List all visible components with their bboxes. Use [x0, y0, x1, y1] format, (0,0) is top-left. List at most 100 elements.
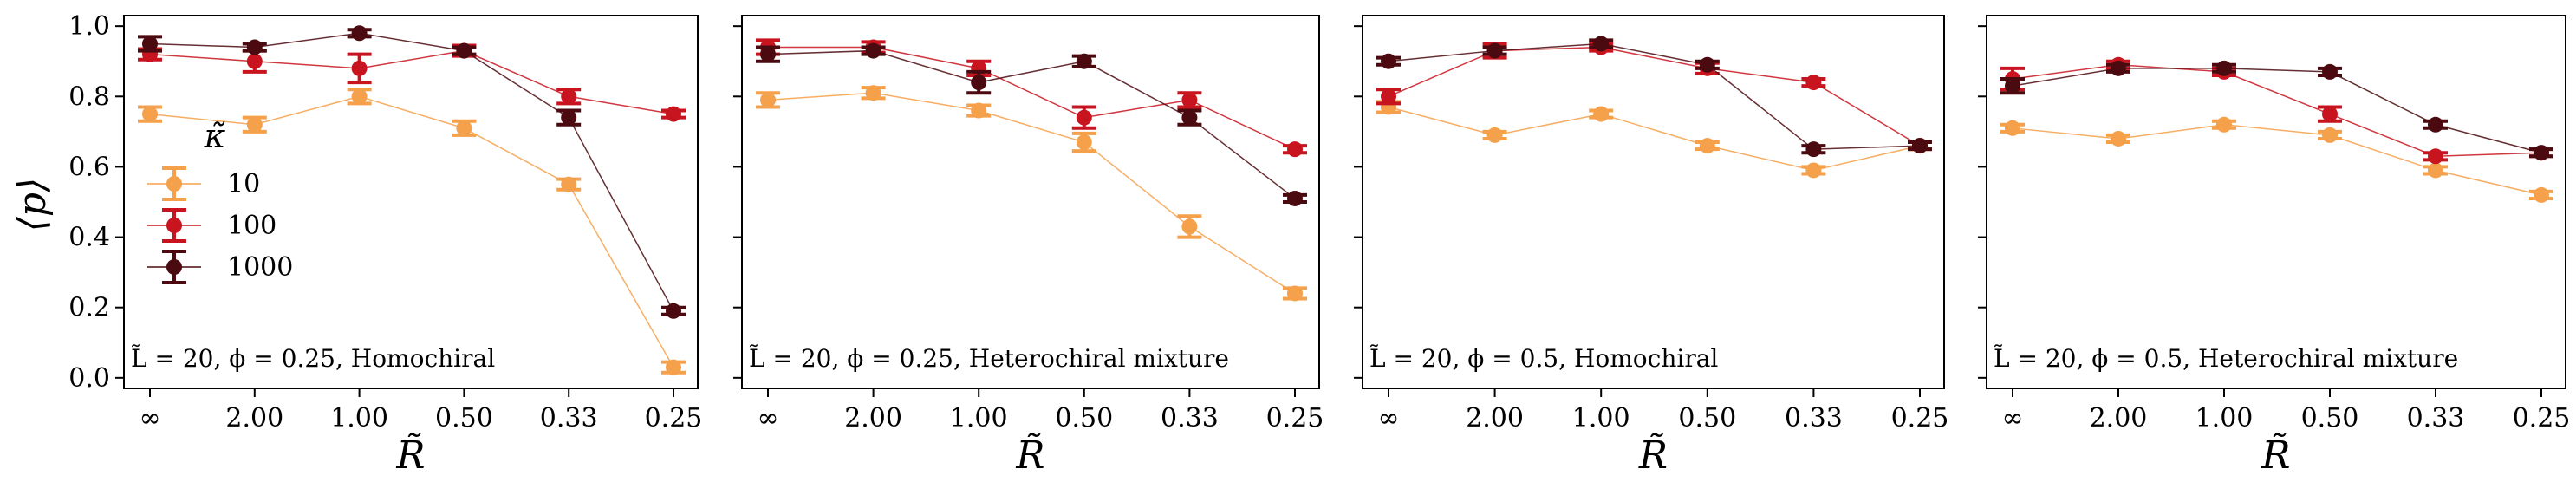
- plot-frame: [1986, 15, 2566, 389]
- series-10: [1376, 99, 1932, 179]
- data-point: [1076, 53, 1092, 69]
- data-point: [2534, 145, 2549, 161]
- series-line: [2012, 123, 2542, 196]
- legend-entry-10: 10: [147, 166, 260, 201]
- x-tick-label: ∞: [758, 403, 779, 433]
- data-point: [456, 42, 472, 59]
- y-tick-label: 0.0: [68, 363, 110, 394]
- x-tick-label: 2.00: [2090, 403, 2148, 433]
- panel-label: L̃ = 20, ϕ = 0.5, Heterochiral mixture: [1994, 344, 2458, 373]
- legend-marker: [166, 218, 182, 233]
- x-tick-label: 0.50: [435, 403, 493, 433]
- data-point: [971, 75, 987, 91]
- x-tick-label: 0.25: [1891, 403, 1949, 433]
- x-tick-label: 0.33: [1161, 403, 1219, 433]
- data-point: [2111, 60, 2126, 76]
- data-point: [2322, 106, 2338, 122]
- data-point: [1593, 106, 1610, 122]
- legend-entry-1000: 1000: [147, 250, 293, 284]
- data-point: [1805, 75, 1822, 91]
- y-tick-label: 1.0: [68, 11, 110, 42]
- data-point: [2428, 162, 2443, 179]
- series-line: [1388, 46, 1921, 147]
- series-100: [138, 42, 686, 122]
- data-point: [1593, 36, 1610, 52]
- legend-label: 100: [227, 211, 276, 241]
- x-axis-label: R̃: [1638, 432, 1668, 478]
- data-point: [666, 359, 681, 375]
- x-tick-label: ∞: [140, 403, 161, 433]
- series-line: [768, 46, 1296, 150]
- data-point: [2428, 116, 2443, 133]
- panel-3: ∞ 2.00 1.00 0.50 0.33 0.25 R̃ L̃ = 20, ϕ = 0.5,…: [1354, 15, 1949, 478]
- data-point: [666, 106, 681, 122]
- data-point: [246, 39, 263, 55]
- data-point: [351, 88, 368, 105]
- panel-label: L̃ = 20, ϕ = 0.25, Homochiral: [131, 344, 495, 373]
- data-point: [351, 60, 368, 76]
- data-point: [2534, 186, 2549, 203]
- x-tick-label: ∞: [1378, 403, 1400, 433]
- x-axis-label: R̃: [2261, 432, 2290, 478]
- data-point: [1805, 141, 1822, 158]
- plot-frame: [741, 15, 1320, 389]
- series-100: [2000, 56, 2553, 165]
- series-line: [1388, 42, 1921, 150]
- data-point: [865, 42, 881, 59]
- panel-2: ∞ 2.00 1.00 0.50 0.33 0.25 R̃ L̃ = 20, ϕ = 0.25…: [733, 15, 1324, 478]
- data-point: [142, 106, 158, 122]
- data-point: [1381, 53, 1396, 69]
- x-tick-label: 1.00: [1572, 403, 1630, 433]
- legend-marker: [166, 259, 182, 275]
- x-tick-label: 0.25: [645, 403, 703, 433]
- series-line: [767, 92, 1296, 295]
- data-point: [2322, 63, 2338, 80]
- data-point: [456, 120, 472, 136]
- data-point: [971, 102, 987, 119]
- series-1000: [1376, 36, 1932, 158]
- data-point: [760, 92, 776, 108]
- data-point: [2216, 116, 2232, 133]
- series-line: [149, 49, 674, 115]
- panel-1: 0.0 0.2 0.4 0.6 0.8 1.0 ∞ 2.00 1.00 0.50 0.33 0.25 R…: [68, 11, 702, 478]
- x-tick-label: 0.25: [2513, 403, 2571, 433]
- plot-frame: [123, 15, 699, 389]
- y-tick-label: 0.4: [68, 223, 110, 253]
- panel-label: L̃ = 20, ϕ = 0.5, Homochiral: [1369, 344, 1718, 373]
- series-line: [2012, 64, 2542, 158]
- x-tick-label: 1.00: [330, 403, 388, 433]
- data-point: [760, 46, 776, 62]
- legend-title: κ̃: [204, 117, 226, 155]
- series-line: [2012, 68, 2542, 153]
- data-point: [2111, 130, 2126, 147]
- series-1000: [2000, 60, 2553, 161]
- data-point: [1381, 88, 1396, 105]
- data-point: [666, 303, 681, 319]
- y-axis-label: ⟨p⟩: [10, 178, 55, 232]
- series-line: [1388, 106, 1921, 172]
- series-100: [1376, 39, 1932, 154]
- x-tick-label: ∞: [2002, 403, 2024, 433]
- data-point: [142, 36, 158, 52]
- y-tick-label: 0.2: [68, 293, 110, 323]
- series-10: [2000, 116, 2553, 203]
- x-tick-label: 0.33: [2407, 403, 2465, 433]
- data-point: [1912, 138, 1928, 154]
- data-point: [561, 176, 577, 192]
- x-tick-label: 0.50: [1055, 403, 1113, 433]
- y-tick-label: 0.8: [68, 81, 110, 112]
- legend-label: 10: [227, 169, 260, 199]
- data-point: [1181, 218, 1198, 235]
- data-point: [1486, 42, 1503, 59]
- x-tick-label: 1.00: [2195, 403, 2254, 433]
- data-point: [1699, 138, 1715, 154]
- x-tick-label: 2.00: [844, 403, 902, 433]
- data-point: [351, 25, 368, 42]
- data-point: [1287, 141, 1303, 158]
- data-point: [561, 88, 577, 105]
- data-point: [2005, 120, 2020, 136]
- series-line: [149, 95, 674, 368]
- legend-entry-100: 100: [147, 208, 276, 243]
- data-point: [1699, 56, 1715, 73]
